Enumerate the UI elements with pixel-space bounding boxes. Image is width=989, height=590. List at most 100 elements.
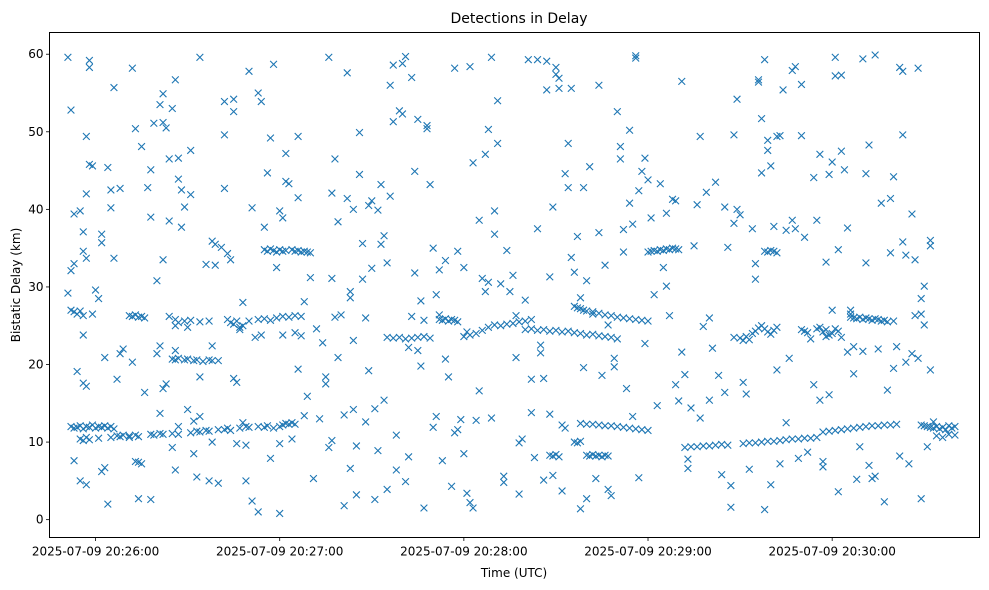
data-point-marker [595,421,603,429]
data-point-marker [862,169,870,178]
data-point-marker [745,335,754,344]
data-point-marker [628,220,637,228]
x-tick-label: 2025-07-09 20:26:00 [32,545,159,559]
data-point-marker [503,320,511,328]
y-tick-label: 50 [28,125,43,139]
data-point-marker [236,325,244,334]
data-point-marker [493,139,502,148]
data-point-marker [134,432,143,441]
data-point-marker [107,433,115,442]
data-point-marker [272,263,281,272]
data-point-marker [601,332,609,341]
data-point-marker [73,367,81,376]
data-point-marker [561,169,569,178]
data-point-marker [512,311,520,320]
data-point-marker [951,422,959,431]
data-point-marker [582,331,591,339]
data-point-marker [398,59,407,68]
data-point-marker [601,261,609,270]
data-point-marker [328,436,336,445]
x-tick-label: 2025-07-09 20:28:00 [400,545,527,559]
data-point-marker [76,307,84,315]
data-point-marker [776,460,784,468]
data-point-marker [816,150,824,159]
data-point-marker [401,52,410,61]
data-point-marker [297,332,305,340]
data-point-marker [631,425,640,433]
data-point-marker [282,149,290,158]
data-point-marker [788,66,797,75]
data-point-marker [364,201,373,210]
data-point-marker [800,434,809,442]
data-point-marker [503,246,511,255]
data-point-marker [251,333,259,342]
data-point-marker [346,464,355,473]
data-point-marker [174,430,183,439]
data-point-marker [321,373,330,381]
data-point-marker [196,318,204,326]
data-point-marker [843,224,852,232]
data-point-marker [822,332,830,341]
data-point-marker [595,309,603,318]
data-point-marker [527,315,536,324]
data-point-marker [902,358,910,366]
data-point-marker [760,55,769,64]
data-point-marker [705,314,714,322]
data-point-marker [917,310,925,318]
data-point-marker [469,159,477,167]
data-point-marker [245,67,253,76]
data-point-marker [70,259,78,268]
data-point-marker [214,425,223,434]
data-point-marker [555,453,563,461]
data-point-marker [625,126,634,135]
data-point-marker [134,494,143,503]
data-point-marker [521,296,530,304]
data-point-marker [813,216,821,225]
data-point-marker [398,110,407,118]
data-point-marker [837,425,846,434]
data-point-marker [757,438,766,446]
data-point-marker [496,321,505,330]
data-point-marker [696,414,704,422]
data-point-marker [631,54,640,62]
data-point-marker [499,472,508,481]
data-point-marker [254,89,263,97]
data-point-marker [819,457,827,466]
data-point-marker [463,489,471,498]
data-point-marker [291,420,299,429]
data-point-marker [435,311,444,319]
data-point-marker [340,501,348,510]
data-point-marker [171,466,180,474]
data-point-marker [291,311,299,320]
data-point-marker [822,325,830,334]
data-point-marker [226,426,235,435]
data-point-marker [325,53,333,62]
data-point-marker [389,334,398,342]
data-point-marker [475,216,483,225]
data-point-marker [782,435,790,444]
data-point-marker [837,71,846,79]
data-point-marker [349,205,358,214]
data-point-marker [159,118,167,127]
data-point-marker [248,204,256,212]
data-point-marker [536,341,545,349]
data-point-marker [895,63,904,72]
data-point-marker [641,339,649,348]
data-point-marker [278,312,287,321]
data-point-marker [85,435,94,444]
data-point-marker [254,508,263,516]
data-point-marker [770,222,778,231]
data-point-marker [659,263,668,272]
data-point-marker [653,401,662,410]
data-point-marker [165,155,173,163]
data-point-marker [506,287,514,296]
data-point-marker [917,494,925,503]
data-point-marker [367,264,376,273]
data-point-marker [730,219,738,228]
data-point-marker [576,505,585,513]
data-point-marker [242,441,250,449]
data-point-marker [601,311,609,319]
data-point-marker [730,131,738,139]
data-point-marker [88,310,97,318]
data-point-marker [229,107,238,116]
